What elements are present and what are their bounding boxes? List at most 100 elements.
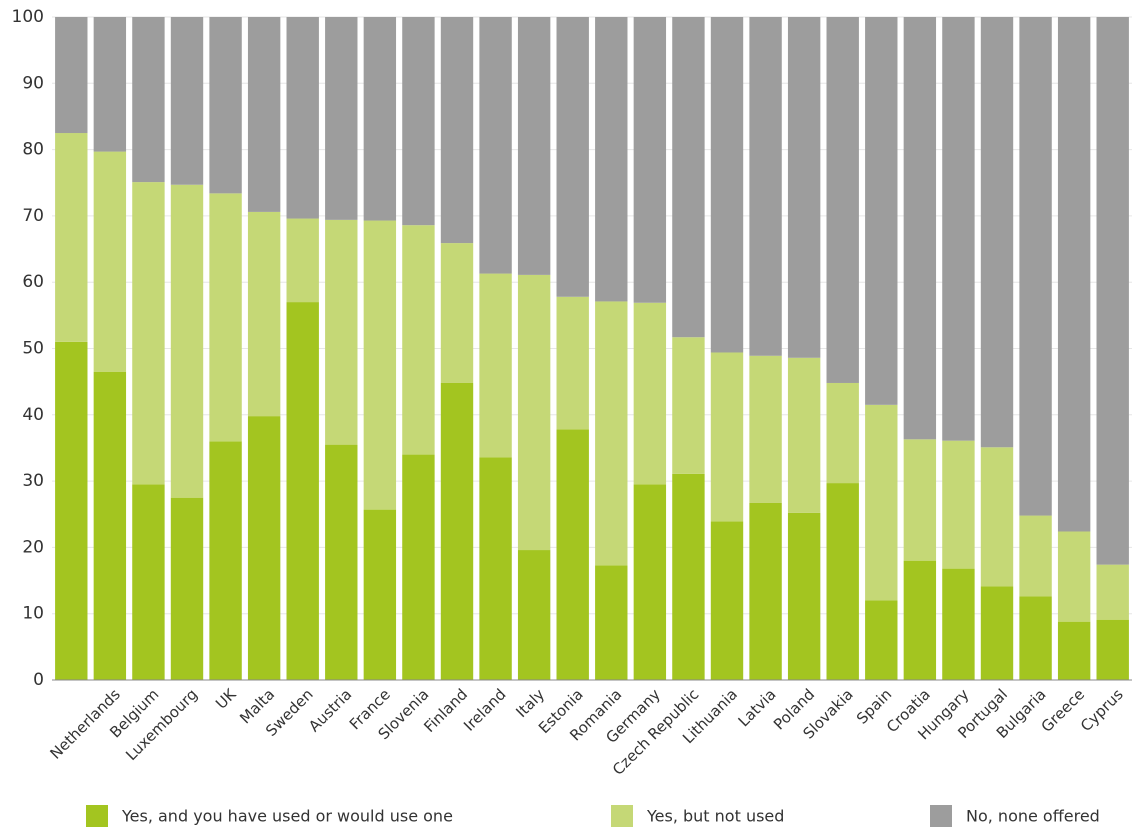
bar-segment bbox=[517, 274, 551, 551]
bar-segment bbox=[93, 17, 127, 152]
bar-segment bbox=[209, 17, 242, 194]
bar-segment bbox=[132, 182, 165, 485]
y-tick-label: 20 bbox=[22, 537, 44, 557]
y-tick-label: 0 bbox=[33, 670, 44, 690]
bar-segment bbox=[903, 17, 937, 440]
bar-segment bbox=[556, 17, 589, 297]
bar-segment bbox=[1096, 564, 1129, 620]
bar-segment bbox=[672, 473, 705, 680]
bar-segment bbox=[209, 441, 242, 680]
bar-segment bbox=[479, 17, 512, 274]
bar-segment bbox=[556, 296, 589, 430]
bar-segment bbox=[710, 17, 744, 353]
legend-swatch bbox=[86, 805, 108, 827]
bar-segment bbox=[749, 355, 782, 503]
bar-segment bbox=[942, 568, 975, 680]
bar-segment bbox=[865, 404, 898, 601]
bar-segment bbox=[1057, 17, 1091, 532]
bar-segment bbox=[402, 17, 435, 226]
bar-segment bbox=[440, 382, 474, 680]
bar-segment bbox=[787, 17, 821, 358]
bar-segment bbox=[942, 440, 975, 569]
bar-segment bbox=[286, 17, 319, 219]
bar-segment bbox=[132, 17, 165, 183]
bar-segment bbox=[826, 382, 859, 484]
x-tick-label: Ireland bbox=[460, 685, 509, 734]
bar-segment bbox=[325, 17, 358, 220]
bar-segment bbox=[286, 218, 319, 303]
bar-segment bbox=[1019, 596, 1052, 680]
bar-segment bbox=[865, 600, 898, 680]
bar-segment bbox=[517, 550, 551, 680]
bar-segment bbox=[1019, 515, 1052, 597]
bar-segment bbox=[247, 211, 281, 417]
bar-segment bbox=[479, 457, 512, 680]
y-tick-label: 60 bbox=[22, 272, 44, 292]
x-tick-label: UK bbox=[212, 684, 240, 712]
x-tick-label: Finland bbox=[420, 685, 471, 736]
bar-segment bbox=[517, 17, 551, 275]
bar-segment bbox=[402, 225, 435, 455]
bar-segment bbox=[633, 17, 667, 303]
bar-segment bbox=[903, 560, 937, 680]
x-tick-label: Austria bbox=[305, 685, 355, 735]
bar-segment bbox=[595, 17, 628, 302]
legend-swatch bbox=[611, 805, 633, 827]
bar-segment bbox=[1096, 619, 1129, 680]
bar-segment bbox=[132, 484, 165, 680]
bar-segment bbox=[209, 193, 242, 442]
bar-segment bbox=[55, 133, 88, 342]
bar-segment bbox=[363, 220, 397, 510]
bar-segment bbox=[1057, 621, 1091, 680]
bar-segment bbox=[595, 565, 628, 680]
bar-segment bbox=[749, 17, 782, 356]
bar-segment bbox=[749, 502, 782, 680]
y-tick-label: 70 bbox=[22, 206, 44, 226]
y-tick-label: 10 bbox=[22, 604, 44, 624]
legend-label: No, none offered bbox=[966, 807, 1100, 826]
bar-segment bbox=[633, 302, 667, 485]
bar-segment bbox=[826, 483, 859, 680]
bar-segment bbox=[363, 509, 397, 680]
y-tick-label: 50 bbox=[22, 339, 44, 359]
bar-segment bbox=[787, 357, 821, 513]
bar-segment bbox=[286, 302, 319, 680]
bar-segment bbox=[170, 184, 204, 498]
bar-segment bbox=[55, 341, 88, 680]
bar-segment bbox=[1057, 531, 1091, 622]
bar-segment bbox=[170, 17, 204, 185]
y-tick-label: 30 bbox=[22, 471, 44, 491]
bar-segment bbox=[980, 586, 1014, 680]
bar-segment bbox=[93, 151, 127, 372]
y-tick-label: 90 bbox=[22, 73, 44, 93]
bar-segment bbox=[942, 17, 975, 441]
legend-label: Yes, but not used bbox=[646, 807, 784, 826]
bar-segment bbox=[363, 17, 397, 221]
x-tick-label: Greece bbox=[1038, 685, 1088, 735]
bar-segment bbox=[710, 352, 744, 522]
bar-segment bbox=[787, 512, 821, 680]
bar-segment bbox=[710, 521, 744, 680]
bar-segment bbox=[93, 371, 127, 680]
bar-segment bbox=[595, 301, 628, 566]
bar-segment bbox=[440, 17, 474, 244]
bar-segment bbox=[980, 447, 1014, 587]
y-tick-label: 80 bbox=[22, 140, 44, 160]
bar-segment bbox=[170, 497, 204, 680]
y-tick-label: 40 bbox=[22, 405, 44, 425]
bar-segment bbox=[402, 454, 435, 680]
legend-label: Yes, and you have used or would use one bbox=[121, 807, 453, 826]
bar-segment bbox=[1019, 17, 1052, 516]
bar-segment bbox=[1096, 17, 1129, 565]
bar-segment bbox=[980, 17, 1014, 448]
bar-segment bbox=[556, 429, 589, 680]
bar-segment bbox=[325, 219, 358, 445]
bar-segment bbox=[633, 484, 667, 680]
bar-segment bbox=[672, 337, 705, 474]
bar-segment bbox=[903, 439, 937, 561]
y-tick-label: 100 bbox=[12, 7, 44, 27]
x-tick-label: Cyprus bbox=[1077, 685, 1127, 735]
bar-segment bbox=[247, 17, 281, 212]
bar-segment bbox=[325, 444, 358, 680]
